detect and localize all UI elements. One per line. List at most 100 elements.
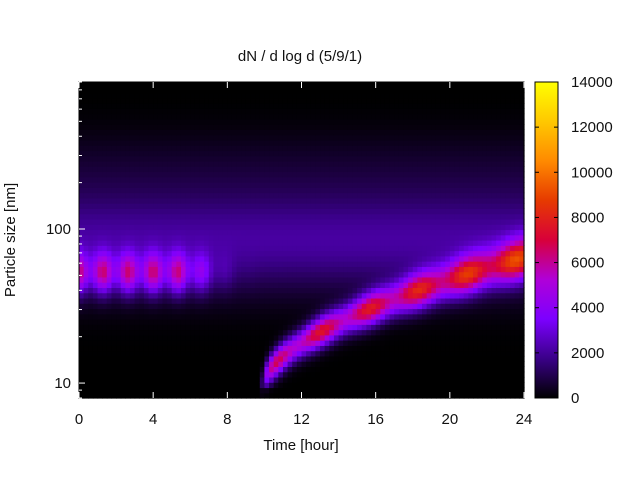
heatmap-cell [176, 108, 182, 115]
heatmap-cell [157, 355, 164, 362]
heatmap-cell [125, 261, 131, 267]
heatmap-cell [88, 92, 94, 99]
heatmap-cell [282, 224, 289, 231]
heatmap-cell [296, 292, 303, 299]
heatmap-cell [83, 197, 89, 204]
heatmap-cell [361, 87, 367, 94]
heatmap-cell [92, 176, 99, 183]
heatmap-cell [102, 197, 108, 204]
heatmap-cell [111, 382, 117, 389]
heatmap-cell [134, 282, 140, 288]
heatmap-cell [408, 171, 414, 178]
heatmap-cell [241, 87, 247, 94]
heatmap-cell [208, 187, 215, 194]
heatmap-cell [259, 266, 266, 273]
heatmap-cell [185, 208, 191, 215]
heatmap-cell [449, 234, 456, 241]
heatmap-cell [403, 166, 409, 173]
heatmap-cell [329, 308, 335, 315]
heatmap-cell [301, 134, 307, 141]
heatmap-cell [431, 234, 437, 241]
heatmap-cell [97, 113, 103, 120]
heatmap-cell [190, 87, 196, 94]
heatmap-cell [292, 218, 298, 225]
heatmap-cell [213, 171, 219, 178]
heatmap-cell [273, 150, 279, 157]
heatmap-cell [380, 319, 386, 325]
heatmap-cell [245, 319, 252, 325]
heatmap-cell [287, 255, 293, 262]
heatmap-cell [333, 308, 340, 315]
heatmap-cell [120, 87, 126, 94]
heatmap-cell [218, 92, 224, 99]
heatmap-cell [125, 308, 131, 315]
heatmap-cell [171, 271, 177, 278]
heatmap-cell [153, 213, 159, 220]
heatmap-cell [435, 255, 442, 262]
heatmap-cell [333, 355, 340, 362]
heatmap-cell [236, 340, 242, 346]
heatmap-cell [79, 134, 85, 141]
heatmap-cell [357, 366, 363, 373]
heatmap-cell [157, 329, 164, 336]
heatmap-cell [236, 240, 242, 246]
heatmap-cell [282, 234, 289, 241]
heatmap-cell [315, 319, 321, 325]
heatmap-cell [422, 282, 428, 288]
heatmap-cell [213, 118, 219, 125]
heatmap-cell [245, 303, 252, 310]
heatmap-cell [394, 139, 400, 146]
heatmap-cell [213, 340, 219, 346]
heatmap-cell [380, 376, 386, 383]
heatmap-cell [329, 387, 335, 394]
heatmap-cell [282, 376, 289, 383]
heatmap-cell [218, 129, 224, 136]
heatmap-cell [139, 118, 145, 125]
heatmap-cell [357, 97, 363, 104]
heatmap-cell [273, 350, 279, 357]
heatmap-cell [408, 113, 414, 120]
heatmap-cell [338, 297, 344, 304]
heatmap-cell [398, 382, 405, 389]
heatmap-cell [148, 287, 154, 294]
heatmap-cell [403, 392, 409, 399]
heatmap-cell [282, 208, 289, 215]
heatmap-cell [162, 213, 168, 220]
heatmap-cell [352, 134, 358, 141]
heatmap-cell [361, 182, 367, 188]
heatmap-cell [459, 150, 465, 157]
heatmap-cell [111, 261, 117, 267]
heatmap-cell [134, 129, 140, 136]
heatmap-cell [329, 255, 335, 262]
heatmap-cell [343, 224, 349, 231]
heatmap-cell [97, 371, 103, 378]
heatmap-cell [139, 387, 145, 394]
heatmap-cell [398, 245, 405, 252]
heatmap-cell [190, 297, 196, 304]
heatmap-cell [139, 87, 145, 94]
heatmap-cell [394, 203, 400, 209]
heatmap-cell [384, 208, 391, 215]
heatmap-cell [324, 124, 330, 130]
heatmap-cell [194, 197, 201, 204]
heatmap-cell [129, 208, 136, 215]
heatmap-cell [180, 350, 187, 357]
heatmap-cell [111, 271, 117, 278]
heatmap-cell [357, 282, 363, 288]
heatmap-cell [338, 255, 344, 262]
heatmap-cell [320, 345, 326, 352]
heatmap-cell [227, 387, 233, 394]
heatmap-cell [134, 366, 140, 373]
heatmap-cell [380, 382, 386, 389]
heatmap-cell [218, 376, 224, 383]
heatmap-cell [148, 366, 154, 373]
heatmap-cell [120, 245, 126, 252]
heatmap-cell [306, 266, 312, 273]
heatmap-cell [301, 250, 307, 257]
heatmap-cell [250, 171, 256, 178]
heatmap-cell [162, 271, 168, 278]
heatmap-cell [157, 255, 164, 262]
heatmap-cell [292, 371, 298, 378]
heatmap-cell [180, 329, 187, 336]
heatmap-cell [306, 282, 312, 288]
